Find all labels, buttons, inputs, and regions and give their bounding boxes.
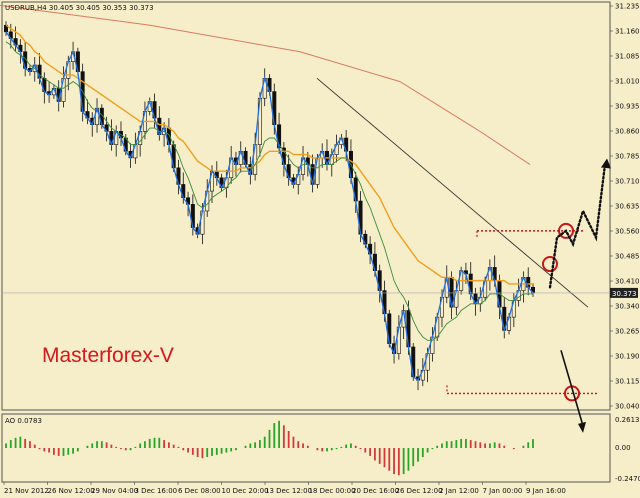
x-tick-label: 7 Jan 00:00 <box>483 487 523 495</box>
x-tick-label: 3 Dec 16:00 <box>135 487 178 495</box>
y-tick-label: 30.860 <box>615 128 640 136</box>
bearish-projection-arrow <box>560 350 584 427</box>
y-tick-label: 30.340 <box>615 303 640 311</box>
current-price-box <box>610 287 638 298</box>
target-marker <box>542 256 558 273</box>
price-pane <box>1 1 611 411</box>
ma-orange-line <box>5 24 533 285</box>
x-tick-label: 26 Nov 12:00 <box>48 487 95 495</box>
x-tick-label: 2 Jan 12:00 <box>439 487 479 495</box>
ao-y-tick-label: 0.00 <box>615 444 631 452</box>
y-tick-label: 31.235 <box>615 3 640 11</box>
bullish-projection-arrow <box>548 163 607 289</box>
ma-red-line <box>0 4 531 165</box>
x-tick-label: 10 Dec 20:00 <box>222 487 269 495</box>
current-price-label: 30.373 <box>612 290 637 298</box>
ma-green-line <box>5 41 533 341</box>
x-tick-label: 26 Dec 12:00 <box>396 487 443 495</box>
symbol-header: USDRUB,H4 30.405 30.405 30.353 30.373 <box>5 4 154 12</box>
ao-y-tick-label: -0.2470 <box>615 475 640 483</box>
x-tick-label: 21 Nov 2012 <box>4 487 49 495</box>
x-tick-label: 6 Dec 08:00 <box>178 487 221 495</box>
y-tick-label: 30.560 <box>615 228 640 236</box>
target-marker <box>558 222 574 239</box>
brand-watermark: Masterforex-V <box>42 344 174 367</box>
y-tick-label: 31.085 <box>615 53 640 61</box>
trendline <box>316 77 589 308</box>
y-tick-label: 30.190 <box>615 353 640 361</box>
bearish-arrow-head <box>578 421 586 433</box>
x-tick-label: 13 Dec 12:00 <box>265 487 312 495</box>
bullish-arrow-head <box>601 158 611 169</box>
ma-blue-line <box>5 31 534 382</box>
x-tick-label: 9 Jan 16:00 <box>526 487 566 495</box>
y-tick-label: 30.635 <box>615 203 640 211</box>
ao-y-tick-label: 0.2613 <box>615 416 640 424</box>
y-tick-label: 30.710 <box>615 178 640 186</box>
x-tick-label: 29 Nov 04:00 <box>91 487 138 495</box>
ao-pane <box>1 413 611 483</box>
y-tick-label: 30.935 <box>615 103 640 111</box>
ao-label: AO 0.0783 <box>5 417 42 425</box>
x-tick-label: 18 Dec 00:00 <box>309 487 356 495</box>
y-tick-label: 30.115 <box>615 378 640 386</box>
y-tick-label: 30.785 <box>615 153 640 161</box>
y-tick-label: 30.265 <box>615 328 640 336</box>
y-tick-label: 30.485 <box>615 253 640 261</box>
y-tick-label: 31.160 <box>615 28 640 36</box>
y-tick-label: 31.010 <box>615 78 640 86</box>
y-tick-label: 30.410 <box>615 278 640 286</box>
y-tick-label: 30.040 <box>615 403 640 411</box>
x-tick-label: 20 Dec 16:00 <box>352 487 399 495</box>
